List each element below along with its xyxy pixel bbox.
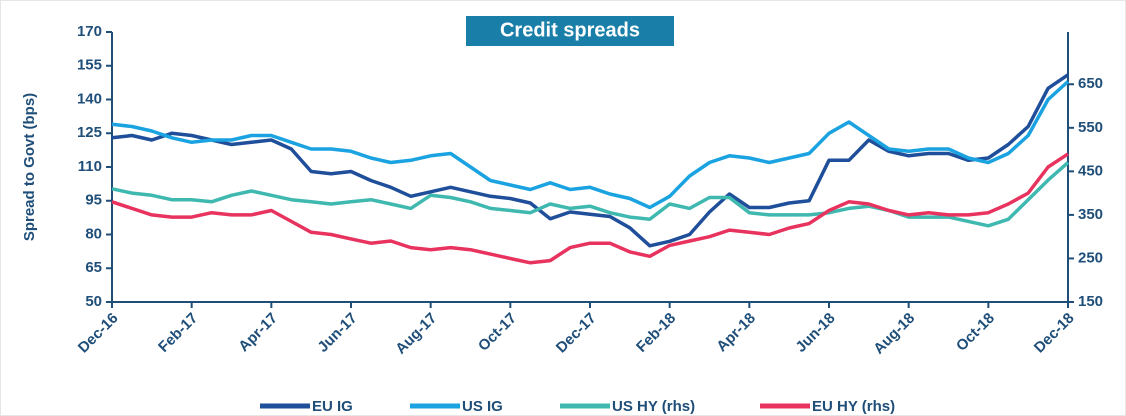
- y-tick-label: 170: [77, 23, 102, 40]
- y2-tick-label: 350: [1078, 206, 1103, 223]
- y-tick-label: 125: [77, 124, 102, 141]
- y-tick-label: 110: [78, 158, 102, 175]
- y-tick-label: 80: [85, 225, 102, 242]
- series-line: [111, 161, 1070, 228]
- series-line: [111, 152, 1069, 265]
- y-tick-label: 65: [85, 259, 102, 276]
- series-line: [111, 80, 1070, 210]
- y-axis-title: Spread to Govt (bps): [21, 93, 38, 241]
- y2-tick-label: 150: [1078, 293, 1103, 310]
- y-tick-label: 140: [77, 90, 102, 107]
- legend-label: US IG: [462, 398, 503, 415]
- y2-tick-label: 650: [1078, 75, 1103, 92]
- y-tick-label: 50: [85, 293, 102, 310]
- y-tick-label: 155: [77, 57, 102, 74]
- legend-label: US HY (rhs): [612, 398, 695, 415]
- legend-label: EU IG: [312, 398, 353, 415]
- title-box: [466, 16, 674, 46]
- y-tick-label: 95: [85, 192, 102, 209]
- y2-tick-label: 250: [1078, 249, 1103, 266]
- y2-tick-label: 450: [1078, 162, 1103, 179]
- y2-tick-label: 550: [1078, 119, 1103, 136]
- legend-label: EU HY (rhs): [812, 398, 895, 415]
- series-line: [111, 73, 1069, 248]
- chart-title: Credit spreads: [500, 19, 640, 41]
